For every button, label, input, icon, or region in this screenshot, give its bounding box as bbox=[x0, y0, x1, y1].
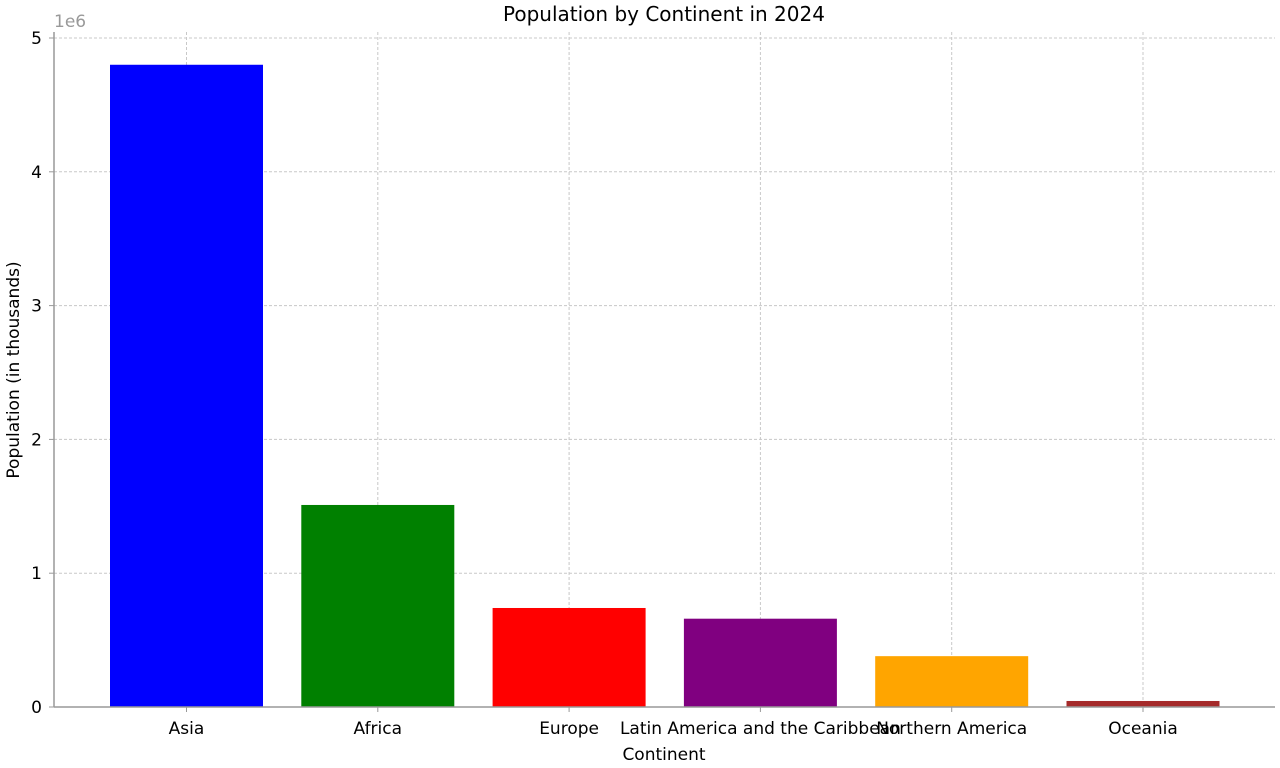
bars bbox=[110, 64, 1220, 707]
y-tick-label: 1 bbox=[31, 564, 42, 584]
bar-latin-america-and-the-caribbean bbox=[683, 618, 837, 707]
x-tick-label: Northern America bbox=[876, 719, 1027, 739]
x-tick-label: Latin America and the Caribbean bbox=[620, 719, 901, 739]
axes-spines bbox=[53, 32, 1275, 708]
bar-africa bbox=[301, 504, 455, 707]
tick-labels: 0 1 2 3 4 5 Asia Africa Europe Latin America and … bbox=[31, 29, 1178, 739]
chart-title: Population by Continent in 2024 bbox=[503, 2, 825, 26]
bar-oceania bbox=[1066, 700, 1220, 707]
bar-northern-america bbox=[875, 656, 1029, 707]
y-tick-label: 2 bbox=[31, 430, 42, 450]
x-tick-label: Europe bbox=[539, 719, 599, 739]
y-tick-label: 3 bbox=[31, 297, 42, 317]
y-axis-label: Population (in thousands) bbox=[4, 261, 24, 478]
y-tick-label: 0 bbox=[31, 698, 42, 718]
x-tick-label: Oceania bbox=[1108, 719, 1178, 739]
x-tick-label: Asia bbox=[169, 719, 205, 739]
x-axis-label: Continent bbox=[622, 745, 705, 765]
bar-europe bbox=[492, 607, 646, 707]
y-tick-label: 4 bbox=[31, 163, 42, 183]
x-tick-label: Africa bbox=[354, 719, 403, 739]
y-axis-offset-label: 1e6 bbox=[54, 12, 86, 32]
y-tick-label: 5 bbox=[31, 29, 42, 49]
bar-asia bbox=[110, 64, 263, 707]
